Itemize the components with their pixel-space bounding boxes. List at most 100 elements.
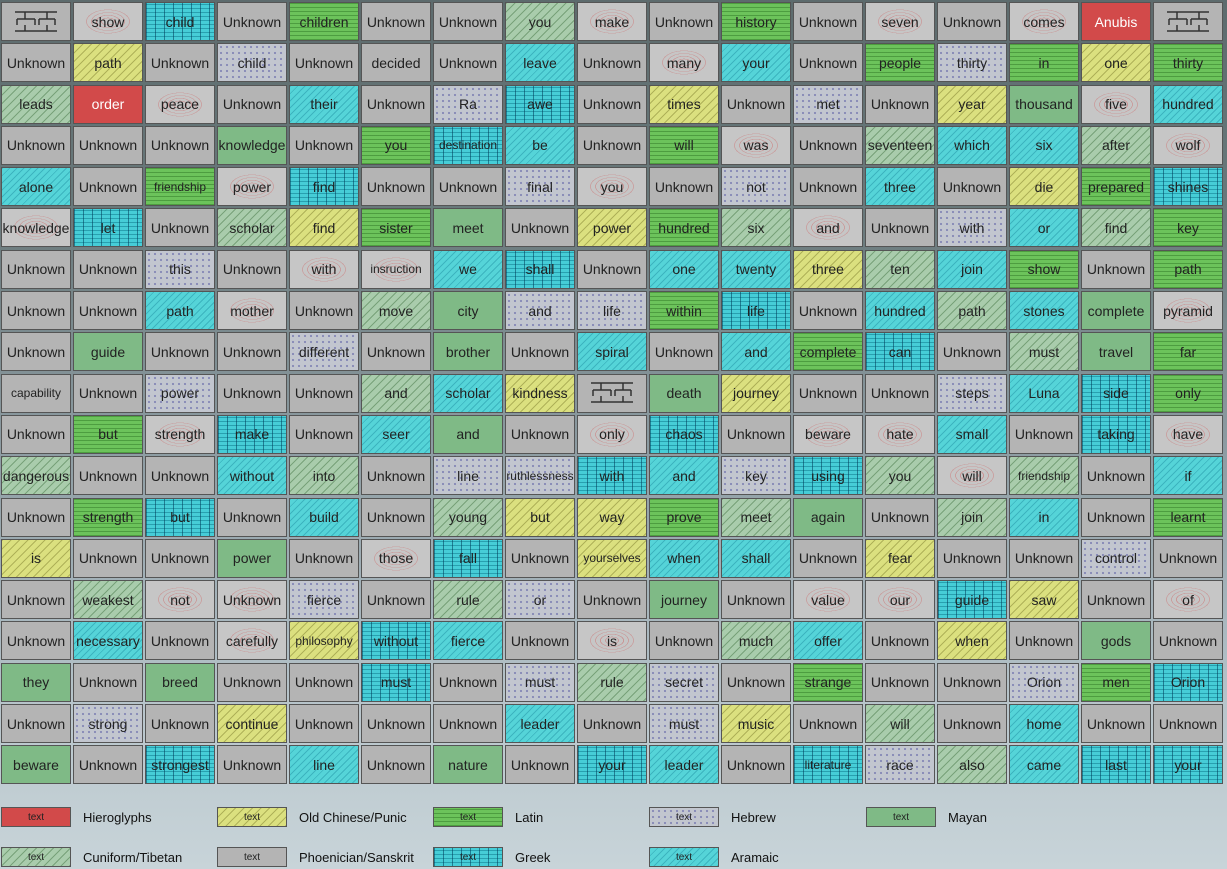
grid-cell[interactable]: and: [793, 208, 863, 248]
grid-cell[interactable]: Unknown: [1081, 249, 1151, 289]
grid-cell[interactable]: Unknown: [73, 125, 143, 165]
grid-cell[interactable]: Unknown: [793, 538, 863, 578]
grid-cell[interactable]: shines: [1153, 167, 1223, 207]
grid-cell[interactable]: in: [1009, 43, 1079, 83]
grid-cell[interactable]: child: [145, 2, 215, 41]
grid-cell[interactable]: strength: [145, 414, 215, 454]
grid-cell[interactable]: one: [649, 249, 719, 289]
grid-cell[interactable]: Unknown: [649, 167, 719, 207]
grid-cell[interactable]: Unknown: [361, 497, 431, 537]
grid-cell[interactable]: hate: [865, 414, 935, 454]
grid-cell[interactable]: order: [73, 84, 143, 124]
grid-cell[interactable]: your: [577, 745, 647, 785]
grid-cell[interactable]: sister: [361, 208, 431, 248]
grid-cell[interactable]: complete: [793, 332, 863, 372]
grid-cell[interactable]: which: [937, 125, 1007, 165]
grid-cell[interactable]: strong: [73, 704, 143, 744]
grid-cell[interactable]: hundred: [649, 208, 719, 248]
grid-cell[interactable]: yourselves: [577, 538, 647, 578]
grid-cell[interactable]: Unknown: [793, 167, 863, 207]
grid-cell[interactable]: again: [793, 497, 863, 537]
grid-cell[interactable]: shall: [505, 249, 575, 289]
grid-cell[interactable]: make: [217, 414, 287, 454]
grid-cell[interactable]: history: [721, 2, 791, 41]
grid-cell[interactable]: was: [721, 125, 791, 165]
grid-cell[interactable]: way: [577, 497, 647, 537]
grid-cell[interactable]: and: [649, 456, 719, 496]
grid-cell[interactable]: and: [721, 332, 791, 372]
grid-cell[interactable]: Ra: [433, 84, 503, 124]
grid-cell[interactable]: Unknown: [433, 2, 503, 41]
grid-cell[interactable]: men: [1081, 662, 1151, 702]
grid-cell[interactable]: value: [793, 580, 863, 620]
grid-cell[interactable]: strange: [793, 662, 863, 702]
grid-cell[interactable]: capability: [1, 373, 71, 413]
grid-cell[interactable]: decided: [361, 43, 431, 83]
grid-cell[interactable]: strongest: [145, 745, 215, 785]
grid-cell[interactable]: Unknown: [1153, 621, 1223, 661]
grid-cell[interactable]: have: [1153, 414, 1223, 454]
grid-cell[interactable]: Unknown: [937, 332, 1007, 372]
grid-cell[interactable]: Unknown: [73, 662, 143, 702]
grid-cell[interactable]: city: [433, 291, 503, 331]
grid-cell[interactable]: twenty: [721, 249, 791, 289]
grid-cell[interactable]: Unknown: [145, 208, 215, 248]
grid-cell[interactable]: Unknown: [865, 208, 935, 248]
grid-cell[interactable]: key: [721, 456, 791, 496]
grid-cell[interactable]: weakest: [73, 580, 143, 620]
grid-cell[interactable]: of: [1153, 580, 1223, 620]
grid-cell[interactable]: scholar: [433, 373, 503, 413]
grid-cell[interactable]: six: [721, 208, 791, 248]
grid-cell[interactable]: Unknown: [577, 704, 647, 744]
grid-cell[interactable]: you: [505, 2, 575, 41]
grid-cell[interactable]: rule: [577, 662, 647, 702]
grid-cell[interactable]: Unknown: [577, 125, 647, 165]
grid-cell[interactable]: Unknown: [217, 332, 287, 372]
grid-cell[interactable]: knowledge: [217, 125, 287, 165]
grid-cell[interactable]: those: [361, 538, 431, 578]
grid-cell[interactable]: Unknown: [145, 43, 215, 83]
grid-cell[interactable]: mother: [217, 291, 287, 331]
grid-cell[interactable]: Unknown: [793, 43, 863, 83]
grid-cell[interactable]: Unknown: [145, 621, 215, 661]
grid-cell[interactable]: Unknown: [217, 249, 287, 289]
grid-cell[interactable]: without: [361, 621, 431, 661]
grid-cell[interactable]: meet: [433, 208, 503, 248]
grid-cell[interactable]: Unknown: [793, 704, 863, 744]
grid-cell[interactable]: Anubis: [1081, 2, 1151, 41]
grid-cell[interactable]: Unknown: [289, 373, 359, 413]
grid-cell[interactable]: Unknown: [865, 662, 935, 702]
grid-cell[interactable]: knowledge: [1, 208, 71, 248]
grid-cell[interactable]: seer: [361, 414, 431, 454]
grid-cell[interactable]: Unknown: [433, 167, 503, 207]
grid-cell[interactable]: stones: [1009, 291, 1079, 331]
grid-cell[interactable]: Unknown: [1, 621, 71, 661]
grid-cell[interactable]: join: [937, 249, 1007, 289]
grid-cell[interactable]: Unknown: [937, 662, 1007, 702]
grid-cell[interactable]: when: [649, 538, 719, 578]
grid-cell[interactable]: Unknown: [1, 291, 71, 331]
grid-cell[interactable]: chaos: [649, 414, 719, 454]
grid-cell[interactable]: five: [1081, 84, 1151, 124]
grid-cell[interactable]: literature: [793, 745, 863, 785]
grid-cell[interactable]: Unknown: [577, 249, 647, 289]
grid-cell[interactable]: Unknown: [865, 621, 935, 661]
grid-cell[interactable]: gods: [1081, 621, 1151, 661]
grid-cell[interactable]: Unknown: [289, 704, 359, 744]
grid-cell[interactable]: Orion: [1009, 662, 1079, 702]
grid-cell[interactable]: find: [289, 167, 359, 207]
grid-cell[interactable]: if: [1153, 456, 1223, 496]
grid-cell[interactable]: hundred: [1153, 84, 1223, 124]
grid-cell[interactable]: Unknown: [1, 497, 71, 537]
grid-cell[interactable]: find: [1081, 208, 1151, 248]
grid-cell[interactable]: Unknown: [1009, 538, 1079, 578]
grid-cell[interactable]: we: [433, 249, 503, 289]
grid-cell[interactable]: kindness: [505, 373, 575, 413]
grid-cell[interactable]: Unknown: [361, 2, 431, 41]
grid-cell[interactable]: Unknown: [1009, 414, 1079, 454]
grid-cell[interactable]: within: [649, 291, 719, 331]
grid-cell[interactable]: Unknown: [1, 332, 71, 372]
grid-cell[interactable]: Unknown: [505, 745, 575, 785]
grid-cell[interactable]: Unknown: [1081, 580, 1151, 620]
grid-cell[interactable]: with: [577, 456, 647, 496]
